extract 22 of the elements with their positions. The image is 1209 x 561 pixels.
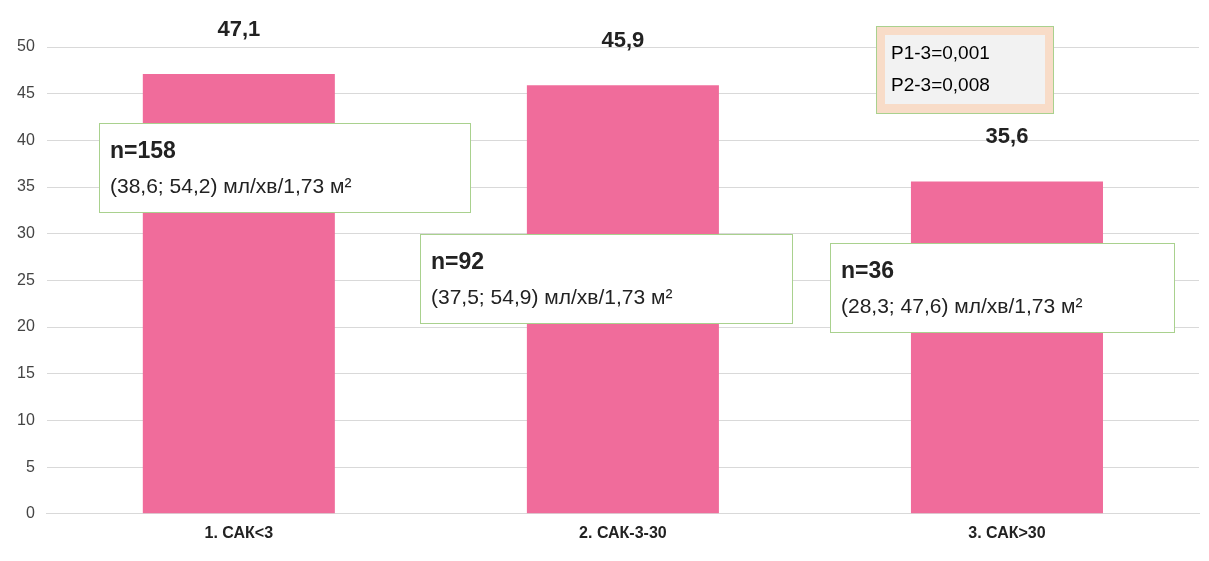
- note-box: n=158 (38,6; 54,2) мл/хв/1,73 м²: [99, 123, 471, 213]
- y-tick-label: 40: [17, 130, 35, 148]
- note-box: P1-3=0,001 P2-3=0,008: [876, 26, 1054, 114]
- y-tick-label: 35: [17, 177, 35, 195]
- y-tick-label: 45: [17, 84, 35, 102]
- y-tick-label: 30: [17, 224, 35, 242]
- y-tick-label: 25: [17, 270, 35, 288]
- x-tick-label: 2. САК-3-30: [579, 523, 667, 541]
- y-tick-label: 20: [17, 317, 35, 335]
- y-tick-label: 50: [17, 37, 35, 55]
- data-label: 47,1: [217, 16, 261, 42]
- y-tick-label: 5: [25, 457, 35, 475]
- x-tick-label: 3. САК>30: [968, 523, 1046, 541]
- y-tick-label: 10: [17, 410, 35, 428]
- x-tick-label: 1. САК<3: [204, 523, 274, 541]
- data-label: 35,6: [985, 123, 1029, 149]
- annotation: P1-3=0,001 P2-3=0,008: [885, 35, 1045, 104]
- data-label: 45,9: [601, 27, 645, 53]
- y-tick-label: 0: [25, 504, 35, 522]
- y-tick-label: 15: [17, 364, 35, 382]
- note-box: n=92 (37,5; 54,9) мл/хв/1,73 м²: [420, 234, 793, 324]
- note-box: n=36 (28,3; 47,6) мл/хв/1,73 м²: [830, 243, 1175, 333]
